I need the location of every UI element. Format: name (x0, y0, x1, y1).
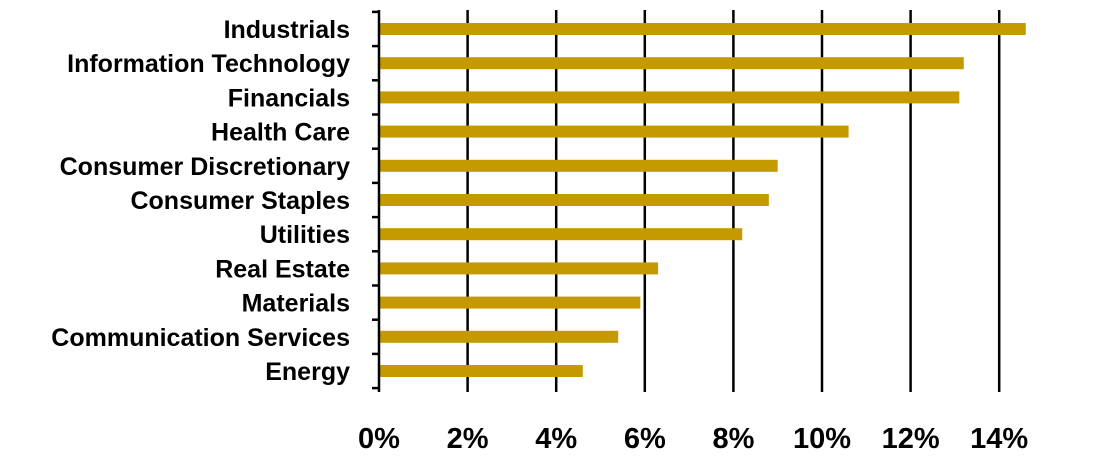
bar-real-estate (379, 262, 659, 275)
x-tick-label: 12% (882, 423, 940, 455)
category-label: Utilities (260, 221, 350, 249)
category-label: Consumer Discretionary (60, 153, 350, 181)
category-label: Industrials (224, 16, 350, 44)
category-label: Health Care (211, 119, 350, 147)
bar-consumer-discretionary (379, 159, 778, 172)
category-label: Materials (242, 290, 350, 318)
x-tick-label: 0% (358, 423, 400, 455)
x-tick-label: 14% (970, 423, 1028, 455)
category-label: Energy (265, 358, 350, 386)
bar-materials (379, 296, 641, 309)
x-tick-label: 4% (535, 423, 577, 455)
bars (379, 23, 1026, 377)
bar-health-care (379, 125, 849, 138)
category-labels: Industrials Information Technology Financi… (51, 16, 350, 386)
bar-utilities (379, 228, 743, 241)
bar-energy (379, 365, 583, 377)
x-tick-label: 2% (447, 423, 489, 455)
bar-industrials (379, 23, 1026, 35)
category-label: Financials (228, 84, 350, 112)
category-label: Communication Services (51, 324, 350, 352)
bar-information-technology (379, 57, 964, 70)
x-tick-label: 10% (793, 423, 851, 455)
x-tick-label: 6% (624, 423, 666, 455)
bar-consumer-staples (379, 194, 769, 206)
category-label: Consumer Staples (130, 187, 350, 215)
category-label: Information Technology (67, 50, 350, 78)
y-axis (372, 10, 381, 392)
bar-communication-services (379, 330, 619, 343)
bar-financials (379, 91, 960, 104)
x-tick-label: 8% (712, 423, 754, 455)
category-label: Real Estate (215, 255, 350, 283)
x-tick-labels: 0% 2% 4% 6% 8% 10% 12% 14% (358, 423, 1028, 455)
